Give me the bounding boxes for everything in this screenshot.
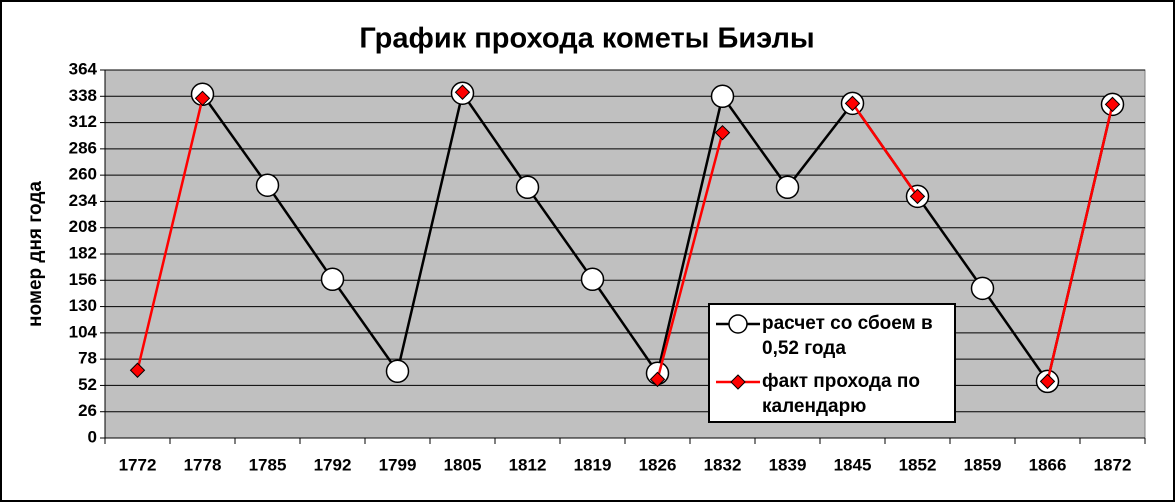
y-tick-label: 182 (69, 243, 97, 262)
y-tick-label: 338 (69, 86, 97, 105)
x-tick-label: 1785 (249, 455, 287, 474)
point (844, 95, 861, 112)
x-tick-label: 1778 (184, 455, 222, 474)
x-tick-label: 1859 (964, 455, 1002, 474)
legend-label: расчет со сбоем в 0,52 года (762, 313, 933, 359)
point (194, 90, 211, 107)
y-tick-label: 52 (78, 375, 97, 394)
point (1039, 373, 1056, 390)
x-tick-label: 1872 (1094, 455, 1132, 474)
legend-entry: расчет со сбоем в 0,52 года (714, 311, 950, 361)
series-line (656, 132, 724, 380)
y-tick-label: 286 (69, 138, 97, 157)
point (775, 175, 800, 200)
legend-label: факт прохода по календарю (762, 371, 920, 417)
legend-icon (716, 374, 760, 390)
y-tick-label: 26 (78, 401, 97, 420)
x-tick-label: 1852 (899, 455, 937, 474)
y-tick-label: 208 (69, 217, 97, 236)
legend-entry: факт прохода по календарю (714, 369, 950, 419)
series-line (136, 98, 204, 371)
x-tick-label: 1799 (379, 455, 417, 474)
x-tick-label: 1826 (639, 455, 677, 474)
y-tick-label: 78 (78, 349, 97, 368)
legend: расчет со сбоем в 0,52 года факт прохода … (708, 303, 956, 423)
x-tick-label: 1772 (119, 455, 157, 474)
point (255, 173, 280, 198)
point (454, 84, 471, 100)
point (970, 276, 995, 301)
series-line (851, 102, 919, 198)
point (385, 359, 410, 384)
y-tick-label: 130 (69, 296, 97, 315)
x-tick-label: 1819 (574, 455, 612, 474)
y-tick-label: 312 (69, 112, 97, 131)
y-tick-label: 104 (69, 322, 98, 341)
y-tick-label: 156 (69, 270, 97, 289)
point (649, 371, 666, 388)
x-tick-label: 1812 (509, 455, 547, 474)
point (710, 84, 735, 109)
x-tick-label: 1866 (1029, 455, 1067, 474)
chart-title: График прохода кометы Биэлы (359, 23, 814, 55)
y-tick-label: 0 (88, 427, 97, 446)
x-tick-label: 1839 (769, 455, 807, 474)
y-tick-label: 364 (69, 59, 98, 78)
point (580, 267, 605, 292)
point (1104, 96, 1121, 113)
legend-marker (728, 314, 748, 334)
x-tick-label: 1805 (444, 455, 482, 474)
y-tick-label: 260 (69, 165, 97, 184)
y-tick-label: 234 (69, 191, 98, 210)
y-axis-label: номер дня года (25, 181, 46, 327)
legend-icon (716, 314, 760, 334)
x-tick-label: 1792 (314, 455, 352, 474)
legend-marker (730, 374, 746, 390)
series-line (1046, 104, 1114, 382)
point (129, 362, 146, 378)
x-tick-label: 1845 (834, 455, 872, 474)
point (909, 188, 926, 205)
point (714, 124, 731, 141)
point (320, 267, 345, 292)
point (515, 175, 540, 200)
x-tick-label: 1832 (704, 455, 742, 474)
